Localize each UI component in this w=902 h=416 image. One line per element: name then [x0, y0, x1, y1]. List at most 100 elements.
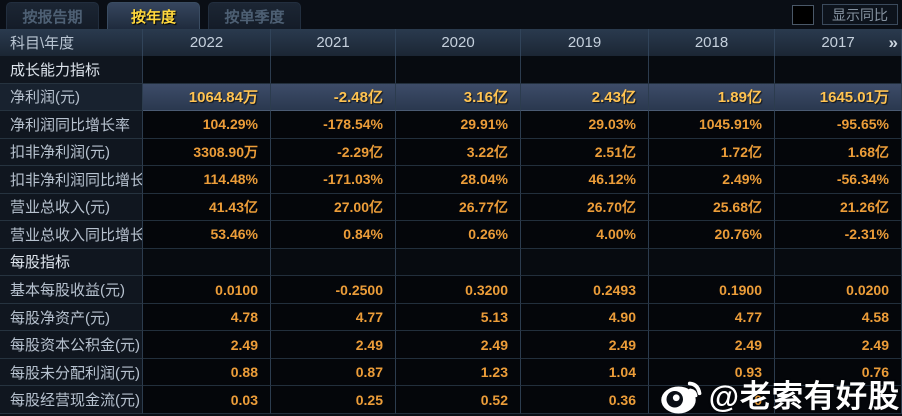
cell-11-2022: 0.88: [143, 358, 271, 387]
table-row: 营业总收入(元) 41.43亿 27.00亿 26.77亿 26.70亿 25.68亿 21…: [0, 193, 902, 222]
row-label: 每股未分配利润(元): [0, 358, 143, 387]
show-yoy-label: 显示同比: [832, 6, 888, 23]
cell-0-2020: [396, 56, 521, 84]
cell-5-2021: 27.00亿: [271, 193, 396, 222]
cell-6-2022: 53.46%: [143, 221, 271, 249]
cell-4-2022: 114.48%: [143, 166, 271, 194]
cell-10-2018: 2.49: [649, 331, 775, 359]
more-columns-icon[interactable]: »: [888, 32, 899, 52]
cell-7-2019: [521, 248, 649, 277]
tab-controls: 显示同比: [792, 4, 898, 25]
cell-10-2019: 2.49: [521, 331, 649, 359]
cell-4-2019: 46.12%: [521, 166, 649, 194]
cell-7-2022: [143, 248, 271, 277]
row-label: 基本每股收益(元): [0, 276, 143, 304]
year-header-2019[interactable]: 2019: [521, 29, 649, 56]
cell-7-2017: [775, 248, 902, 277]
cell-1-2019: 2.43亿: [521, 83, 649, 112]
cell-12-2020: 0.52: [396, 386, 521, 414]
section-row: 每股指标: [0, 248, 902, 277]
row-label: 扣非净利润(元): [0, 138, 143, 167]
cell-6-2021: 0.84%: [271, 221, 396, 249]
show-yoy-checkbox[interactable]: [792, 4, 814, 25]
row-label: 成长能力指标: [0, 56, 143, 84]
section-row: 成长能力指标: [0, 56, 902, 84]
tab-bar: 按报告期 按年度 按单季度 显示同比: [0, 0, 902, 29]
cell-9-2018: 4.77: [649, 303, 775, 332]
row-label: 营业总收入同比增长率: [0, 221, 143, 249]
row-label: 净利润同比增长率: [0, 111, 143, 139]
financial-table: 科目\年度 2022 2021 2020 2019 2018 2017» 成长能力指标 净利…: [0, 29, 902, 414]
cell-11-2017: 0.76: [775, 358, 902, 387]
cell-8-2022: 0.0100: [143, 276, 271, 304]
cell-2-2021: -178.54%: [271, 111, 396, 139]
table-row: 每股经营现金流(元) 0.03 0.25 0.52 0.36 0: [0, 386, 902, 414]
cell-1-2022: 1064.84万: [143, 83, 271, 112]
table-header-row: 科目\年度 2022 2021 2020 2019 2018 2017»: [0, 29, 902, 56]
year-header-2022[interactable]: 2022: [143, 29, 271, 56]
show-yoy-button[interactable]: 显示同比: [822, 4, 898, 25]
row-label: 净利润(元): [0, 83, 143, 112]
cell-3-2018: 1.72亿: [649, 138, 775, 167]
cell-0-2022: [143, 56, 271, 84]
cell-4-2017: -56.34%: [775, 166, 902, 194]
tab-2[interactable]: 按单季度: [208, 2, 301, 29]
table-row: 扣非净利润(元) 3308.90万 -2.29亿 3.22亿 2.51亿 1.72亿 1.6…: [0, 138, 902, 167]
cell-6-2020: 0.26%: [396, 221, 521, 249]
cell-10-2017: 2.49: [775, 331, 902, 359]
cell-1-2017: 1645.01万: [775, 83, 902, 112]
tab-0[interactable]: 按报告期: [6, 2, 99, 29]
year-header-2021[interactable]: 2021: [271, 29, 396, 56]
table-row: 每股未分配利润(元) 0.88 0.87 1.23 1.04 0.93 0.76: [0, 358, 902, 387]
corner-header-cell: 科目\年度: [0, 29, 143, 56]
cell-12-2019: 0.36: [521, 386, 649, 414]
tab-1[interactable]: 按年度: [107, 2, 200, 29]
cell-0-2021: [271, 56, 396, 84]
table-row: 净利润(元) 1064.84万 -2.48亿 3.16亿 2.43亿 1.89亿 1645.…: [0, 83, 902, 112]
cell-3-2019: 2.51亿: [521, 138, 649, 167]
row-label: 每股净资产(元): [0, 303, 143, 332]
cell-5-2019: 26.70亿: [521, 193, 649, 222]
cell-2-2018: 1045.91%: [649, 111, 775, 139]
cell-4-2021: -171.03%: [271, 166, 396, 194]
cell-2-2019: 29.03%: [521, 111, 649, 139]
table-row: 扣非净利润同比增长率114.48%-171.03%28.04%46.12%2.4…: [0, 166, 902, 194]
cell-6-2017: -2.31%: [775, 221, 902, 249]
cell-12-2022: 0.03: [143, 386, 271, 414]
row-label: 每股经营现金流(元): [0, 386, 143, 414]
cell-12-2017: [775, 386, 902, 414]
cell-6-2018: 20.76%: [649, 221, 775, 249]
cell-10-2021: 2.49: [271, 331, 396, 359]
cell-2-2020: 29.91%: [396, 111, 521, 139]
cell-0-2017: [775, 56, 902, 84]
cell-8-2019: 0.2493: [521, 276, 649, 304]
cell-8-2020: 0.3200: [396, 276, 521, 304]
cell-9-2020: 5.13: [396, 303, 521, 332]
cell-4-2018: 2.49%: [649, 166, 775, 194]
cell-3-2017: 1.68亿: [775, 138, 902, 167]
cell-8-2018: 0.1900: [649, 276, 775, 304]
cell-10-2022: 2.49: [143, 331, 271, 359]
cell-3-2020: 3.22亿: [396, 138, 521, 167]
cell-0-2019: [521, 56, 649, 84]
cell-9-2019: 4.90: [521, 303, 649, 332]
year-header-2017[interactable]: 2017»: [775, 29, 902, 56]
year-header-2018[interactable]: 2018: [649, 29, 775, 56]
cell-3-2021: -2.29亿: [271, 138, 396, 167]
cell-5-2017: 21.26亿: [775, 193, 902, 222]
cell-11-2019: 1.04: [521, 358, 649, 387]
cell-0-2018: [649, 56, 775, 84]
cell-1-2018: 1.89亿: [649, 83, 775, 112]
cell-5-2022: 41.43亿: [143, 193, 271, 222]
cell-10-2020: 2.49: [396, 331, 521, 359]
cell-11-2020: 1.23: [396, 358, 521, 387]
cell-8-2017: 0.0200: [775, 276, 902, 304]
row-label: 每股指标: [0, 248, 143, 277]
year-header-2020[interactable]: 2020: [396, 29, 521, 56]
cell-9-2022: 4.78: [143, 303, 271, 332]
cell-12-2021: 0.25: [271, 386, 396, 414]
tab-bar-tabs: 按报告期 按年度 按单季度: [0, 0, 309, 29]
cell-3-2022: 3308.90万: [143, 138, 271, 167]
cell-1-2020: 3.16亿: [396, 83, 521, 112]
cell-5-2020: 26.77亿: [396, 193, 521, 222]
